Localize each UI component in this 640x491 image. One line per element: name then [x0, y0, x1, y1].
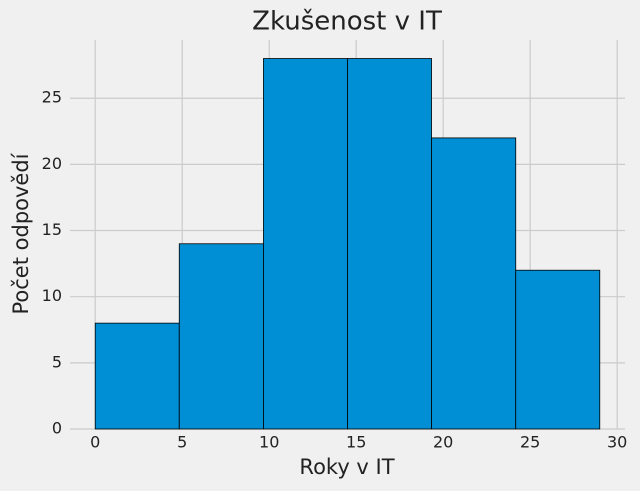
x-tick-label: 5	[177, 433, 187, 452]
bar	[94, 322, 180, 430]
x-tick-label: 20	[433, 433, 453, 452]
y-tick-label: 0	[52, 419, 62, 438]
y-axis-label: Počet odpovědí	[9, 152, 33, 314]
x-tick-label: 25	[520, 433, 540, 452]
bar	[178, 243, 264, 430]
chart-title: Zkušenost v IT	[252, 7, 442, 37]
x-tick-label: 10	[259, 433, 279, 452]
x-tick-label: 30	[607, 433, 627, 452]
x-tick-label: 15	[346, 433, 366, 452]
bar	[515, 269, 601, 430]
y-tick-label: 10	[42, 286, 62, 305]
x-tick-label: 0	[90, 433, 100, 452]
y-tick-label: 5	[52, 352, 62, 371]
bar	[347, 58, 432, 430]
bar	[431, 137, 517, 430]
y-tick-label: 15	[42, 220, 62, 239]
bar	[263, 58, 348, 430]
y-tick-label: 25	[42, 88, 62, 107]
y-tick-label: 20	[42, 154, 62, 173]
x-axis-label: Roky v IT	[299, 455, 394, 479]
